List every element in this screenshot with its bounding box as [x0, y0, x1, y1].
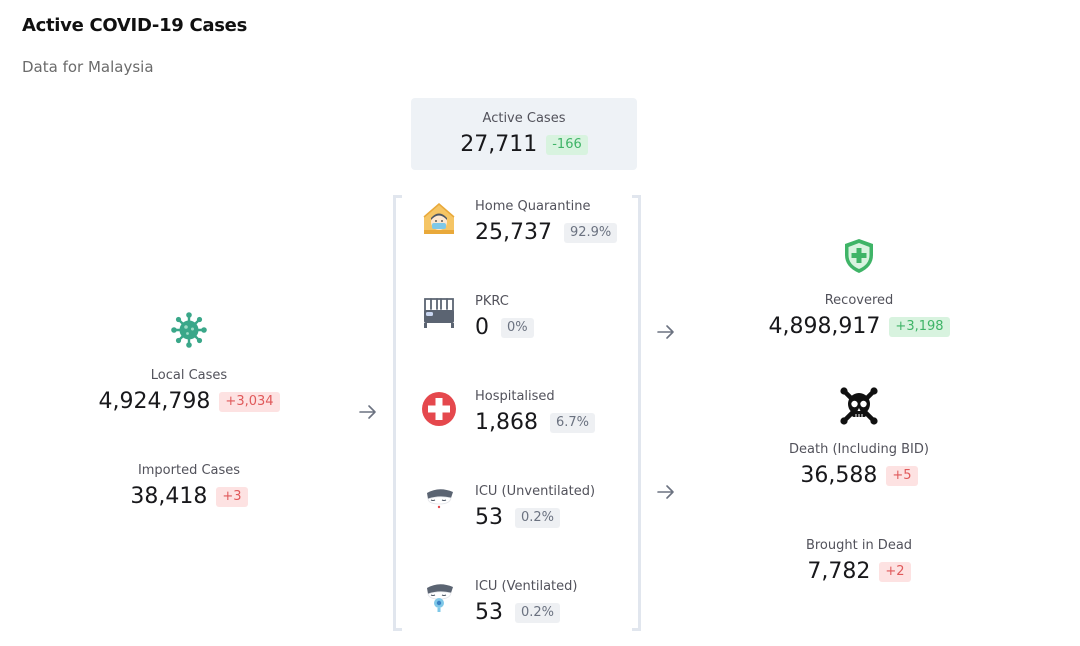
- bracket-left: [393, 195, 402, 631]
- active-cases-card: Active Cases 27,711 -166: [411, 98, 637, 170]
- death-stat: Death (Including BID) 36,588 +5: [740, 441, 978, 490]
- page-subtitle: Data for Malaysia: [22, 58, 154, 76]
- page-title: Active COVID-19 Cases: [22, 15, 247, 36]
- icu-unventilated-pct-badge: 0.2%: [515, 508, 561, 528]
- death-label: Death (Including BID): [789, 442, 929, 457]
- hospitalised-value: 1,868: [475, 410, 538, 435]
- death-delta-badge: +5: [886, 466, 918, 486]
- home-quarantine-label: Home Quarantine: [475, 199, 591, 214]
- imported-cases-label: Imported Cases: [137, 463, 241, 478]
- icu-unventilated-label: ICU (Unventilated): [475, 484, 596, 499]
- home-quarantine-pct-badge: 92.9%: [563, 223, 618, 243]
- brought-in-dead-label: Brought in Dead: [805, 538, 913, 553]
- imported-cases-stat: Imported Cases 38,418 +3: [70, 462, 308, 511]
- category-hospitalised: Hospitalised 1,868 6.7%: [420, 388, 596, 436]
- virus-icon: [171, 312, 207, 348]
- home-quarantine-value: 25,737: [475, 220, 552, 245]
- icu-ventilated-label: ICU (Ventilated): [475, 579, 578, 594]
- pkrc-pct-badge: 0%: [501, 318, 534, 338]
- brought-in-dead-value: 7,782: [807, 559, 871, 584]
- recovered-label: Recovered: [824, 293, 894, 308]
- shield-plus-icon: [845, 239, 873, 273]
- pkrc-label: PKRC: [475, 294, 509, 309]
- bed-icon: [424, 298, 454, 328]
- active-cases-value: 27,711: [460, 132, 538, 157]
- imported-cases-value: 38,418: [130, 484, 208, 509]
- imported-cases-delta-badge: +3: [216, 487, 248, 507]
- icu-ventilated-value: 53: [475, 600, 503, 625]
- recovered-delta-badge: +3,198: [889, 317, 950, 337]
- local-cases-delta-badge: +3,034: [219, 392, 280, 412]
- local-cases-label: Local Cases: [150, 368, 228, 383]
- category-home-quarantine: Home Quarantine 25,737 92.9%: [420, 198, 618, 246]
- category-pkrc: PKRC 0 0%: [420, 293, 534, 341]
- category-icu-ventilated: ICU (Ventilated) 53 0.2%: [420, 578, 577, 626]
- icu-ventilated-pct-badge: 0.2%: [515, 603, 561, 623]
- active-cases-delta-badge: -166: [546, 135, 588, 155]
- active-cases-label: Active Cases: [482, 111, 566, 126]
- hospitalised-label: Hospitalised: [475, 389, 555, 404]
- recovered-stat: Recovered 4,898,917 +3,198: [740, 292, 978, 341]
- bracket-right: [632, 195, 641, 631]
- local-cases-value: 4,924,798: [98, 389, 211, 414]
- death-value: 36,588: [800, 463, 878, 488]
- local-cases-stat: Local Cases 4,924,798 +3,034: [70, 367, 308, 416]
- icu-unventilated-value: 53: [475, 505, 503, 530]
- medical-cross-icon: [422, 392, 456, 426]
- arrow-right-icon: [657, 325, 674, 339]
- recovered-value: 4,898,917: [768, 314, 881, 339]
- skull-crossbones-icon: [840, 387, 878, 425]
- ventilator-icon: [427, 584, 453, 612]
- icu-patient-icon: [427, 489, 453, 509]
- pkrc-value: 0: [475, 315, 489, 340]
- category-icu-unventilated: ICU (Unventilated) 53 0.2%: [420, 483, 595, 531]
- hospitalised-pct-badge: 6.7%: [549, 413, 596, 433]
- home-quarantine-icon: [423, 203, 455, 234]
- arrow-right-icon: [657, 485, 674, 499]
- brought-in-dead-stat: Brought in Dead 7,782 +2: [740, 537, 978, 586]
- arrow-right-icon: [359, 405, 376, 419]
- brought-in-dead-delta-badge: +2: [879, 562, 911, 582]
